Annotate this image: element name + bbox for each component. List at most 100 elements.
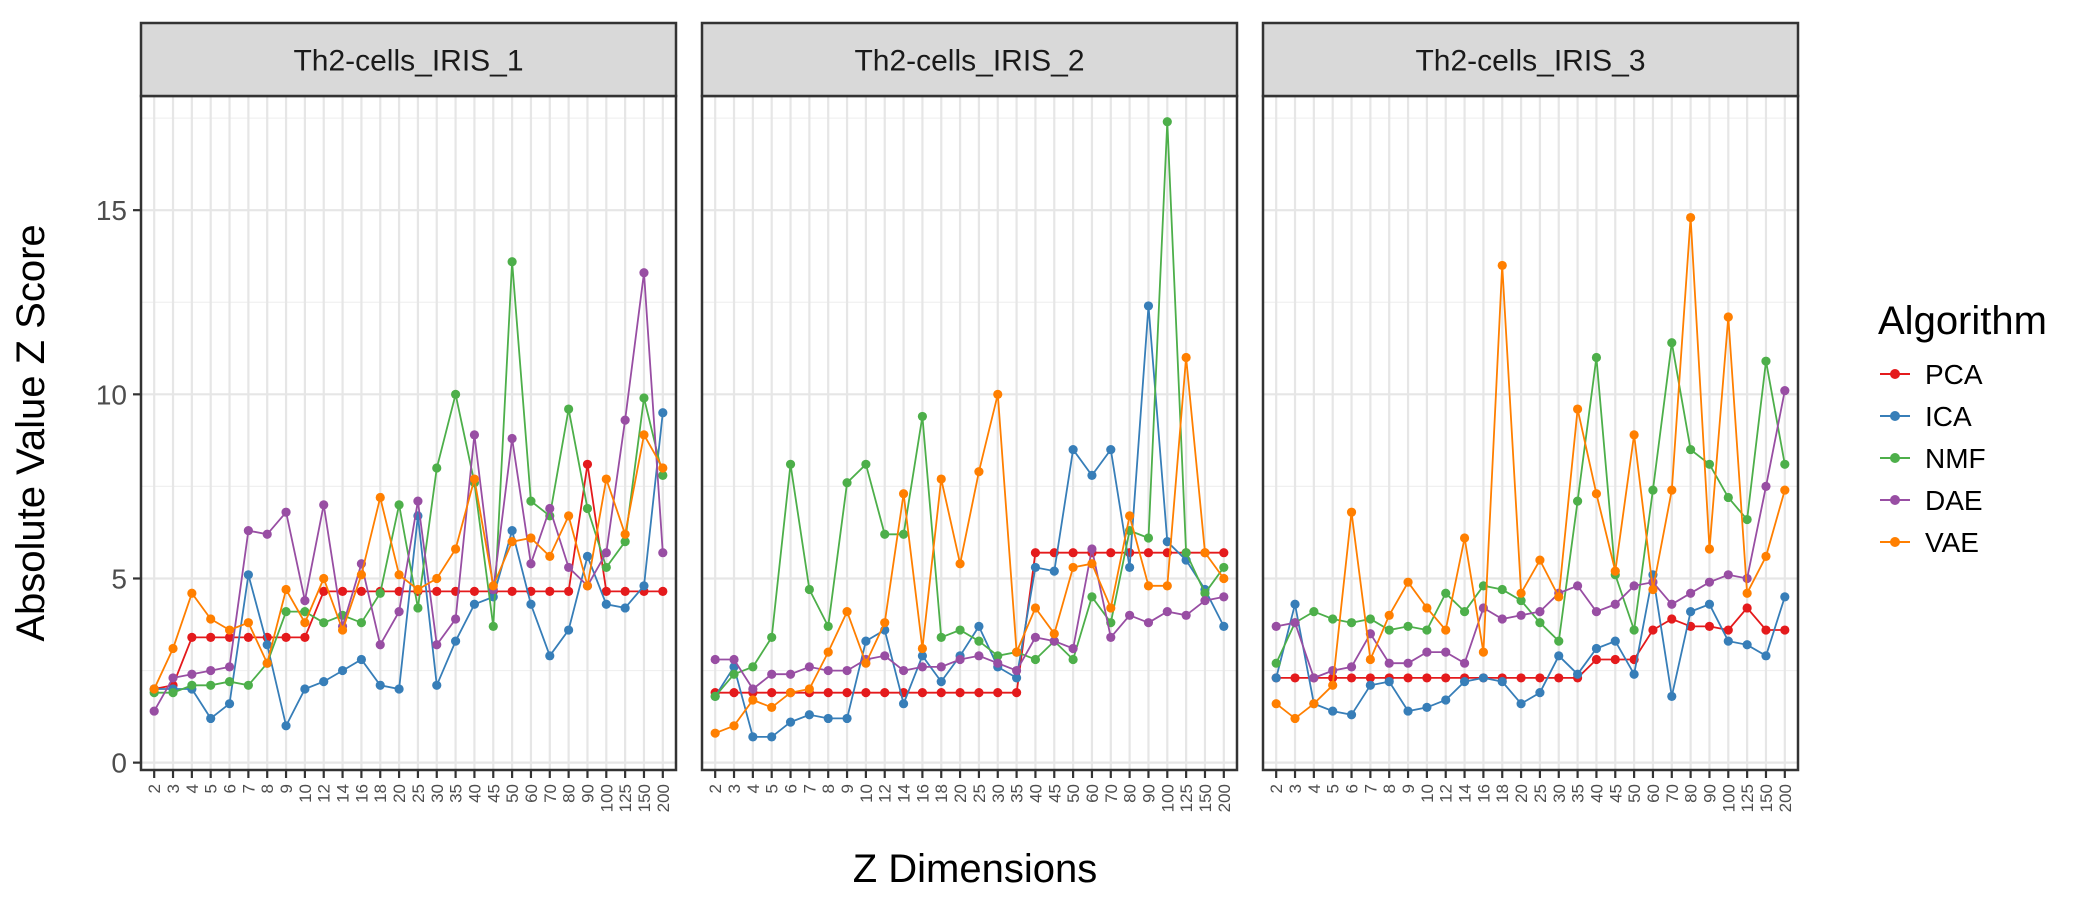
data-point-ica bbox=[1403, 706, 1413, 716]
series-line-nmf bbox=[1275, 342, 1786, 664]
data-point-ica bbox=[1629, 669, 1639, 679]
data-point-vae bbox=[748, 695, 758, 705]
data-point-nmf bbox=[1723, 492, 1733, 503]
x-tick-label: 2 bbox=[145, 784, 164, 793]
x-tick-label: 14 bbox=[895, 784, 914, 803]
y-tick-label: 0 bbox=[111, 748, 127, 779]
data-point-vae bbox=[356, 570, 367, 580]
data-point-nmf bbox=[168, 688, 178, 698]
data-point-nmf bbox=[729, 669, 739, 679]
data-point-ica bbox=[917, 651, 928, 661]
data-point-dae bbox=[1629, 581, 1639, 591]
x-tick-label: 35 bbox=[447, 784, 466, 803]
data-point-ica bbox=[1143, 301, 1154, 311]
data-point-dae bbox=[1030, 632, 1041, 643]
data-point-dae bbox=[785, 669, 796, 679]
data-point-pca bbox=[917, 688, 928, 698]
data-point-vae bbox=[168, 643, 178, 654]
data-point-nmf bbox=[785, 459, 796, 469]
data-point-nmf bbox=[300, 607, 310, 617]
data-point-ica bbox=[1554, 651, 1564, 661]
data-point-vae bbox=[1106, 603, 1116, 613]
data-point-nmf bbox=[356, 618, 367, 628]
data-point-dae bbox=[1106, 632, 1116, 643]
data-point-dae bbox=[1049, 636, 1059, 646]
series-nmf bbox=[1271, 338, 1790, 668]
data-point-ica bbox=[1384, 677, 1394, 687]
strip-title: Th2-cells_IRIS_2 bbox=[854, 45, 1084, 78]
data-point-dae bbox=[187, 669, 197, 679]
data-point-ica bbox=[432, 680, 442, 690]
data-point-ica bbox=[1011, 673, 1022, 683]
series-dae bbox=[1271, 386, 1790, 683]
data-point-ica bbox=[1780, 592, 1790, 602]
data-point-ica bbox=[1723, 636, 1733, 646]
x-tick-label: 18 bbox=[371, 784, 390, 803]
data-point-pca bbox=[880, 688, 890, 698]
data-point-dae bbox=[262, 529, 272, 539]
data-point-ica bbox=[658, 408, 668, 418]
data-point-dae bbox=[1403, 658, 1413, 668]
data-point-pca bbox=[1610, 654, 1620, 665]
data-point-pca bbox=[842, 688, 852, 698]
x-tick-label: 50 bbox=[1064, 784, 1083, 803]
data-point-vae bbox=[1328, 680, 1338, 690]
x-tick-label: 20 bbox=[1512, 784, 1531, 803]
series-ica bbox=[1271, 570, 1790, 720]
data-point-nmf bbox=[1384, 625, 1394, 635]
x-tick-label: 30 bbox=[989, 784, 1008, 803]
data-point-vae bbox=[564, 511, 574, 521]
data-point-nmf bbox=[993, 651, 1003, 661]
data-point-nmf bbox=[620, 537, 630, 547]
data-point-dae bbox=[1516, 610, 1526, 620]
data-point-dae bbox=[1087, 544, 1097, 554]
data-point-pca bbox=[1030, 548, 1041, 558]
data-point-vae bbox=[729, 721, 739, 731]
x-tick-label: 150 bbox=[1757, 784, 1776, 812]
data-point-dae bbox=[564, 562, 574, 573]
data-point-vae bbox=[1403, 577, 1413, 587]
data-point-pca bbox=[974, 688, 984, 698]
legend-label: ICA bbox=[1925, 401, 1972, 432]
legend-item-dae: DAE bbox=[1880, 485, 1983, 516]
data-point-dae bbox=[1384, 658, 1394, 668]
data-point-dae bbox=[898, 665, 909, 676]
data-point-dae bbox=[1478, 603, 1489, 613]
panel-2: Th2-cells_IRIS_22 3 4 5 6 7 8 9 10 12 14 16 18 20 25 30… bbox=[700, 21, 1239, 812]
data-point-pca bbox=[1365, 673, 1375, 683]
data-point-vae bbox=[658, 463, 668, 473]
x-tick-label: 4 bbox=[744, 784, 763, 793]
legend-key-point bbox=[1890, 495, 1900, 505]
data-point-vae bbox=[880, 618, 890, 628]
data-point-dae bbox=[1125, 610, 1135, 620]
data-point-vae bbox=[1143, 581, 1154, 591]
data-point-vae bbox=[620, 529, 630, 539]
data-point-vae bbox=[243, 618, 253, 628]
data-point-vae bbox=[955, 559, 965, 569]
legend-item-ica: ICA bbox=[1880, 401, 1972, 432]
data-point-ica bbox=[469, 599, 480, 609]
data-point-nmf bbox=[582, 503, 593, 514]
data-point-vae bbox=[1554, 592, 1564, 602]
data-point-ica bbox=[1572, 669, 1583, 679]
data-point-vae bbox=[861, 658, 871, 668]
data-point-ica bbox=[804, 710, 814, 720]
data-point-vae bbox=[206, 614, 216, 624]
data-point-ica bbox=[1271, 673, 1281, 683]
data-point-ica bbox=[1667, 691, 1677, 701]
data-point-vae bbox=[1516, 588, 1526, 598]
data-point-pca bbox=[601, 586, 611, 596]
legend-label: VAE bbox=[1925, 527, 1979, 558]
data-point-ica bbox=[375, 680, 385, 690]
data-point-dae bbox=[1271, 621, 1281, 631]
data-point-vae bbox=[1610, 566, 1620, 576]
data-point-dae bbox=[1068, 643, 1078, 654]
data-point-dae bbox=[206, 665, 216, 676]
legend-key-point bbox=[1890, 369, 1900, 379]
data-point-nmf bbox=[601, 562, 611, 573]
data-point-vae bbox=[1497, 260, 1507, 271]
data-point-pca bbox=[432, 586, 442, 596]
data-point-ica bbox=[1328, 706, 1338, 716]
legend-key-point bbox=[1890, 537, 1900, 547]
